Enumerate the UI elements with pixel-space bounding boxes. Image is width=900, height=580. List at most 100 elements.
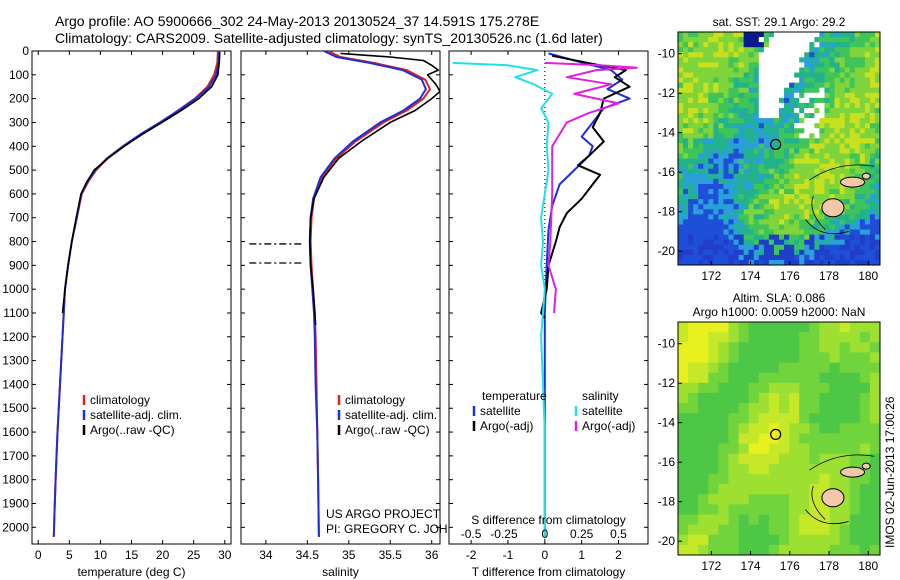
map-cell [869, 403, 880, 414]
map-cell [809, 382, 820, 394]
map-cell [758, 158, 765, 165]
map-cell [854, 133, 861, 139]
series-line-argo-raw-qc- [61, 52, 221, 314]
map-cell [758, 234, 765, 241]
map-cell [789, 113, 795, 119]
map-cell [718, 194, 725, 200]
map-cell [809, 77, 815, 84]
map-cell [773, 259, 780, 265]
map-cell [864, 87, 871, 94]
map-cell [708, 239, 714, 246]
map-cell [859, 433, 871, 445]
map-cell [824, 168, 831, 175]
map-cell [809, 423, 820, 435]
map-cell [864, 97, 871, 104]
map-cell [753, 42, 760, 48]
map-cell [869, 189, 876, 195]
map-cell [859, 443, 871, 455]
map-cell [748, 57, 755, 63]
map-cell [713, 133, 719, 139]
map-cell [713, 37, 719, 43]
map-cell [849, 67, 856, 74]
map-cell [869, 219, 876, 226]
map-cell [874, 239, 880, 246]
map-cell [768, 249, 775, 256]
map-cell [799, 403, 810, 414]
map-cell [743, 72, 750, 79]
map-cell [768, 87, 775, 94]
map-cell [824, 229, 831, 236]
map-cell [779, 484, 790, 495]
map-cell [824, 234, 831, 241]
map-cell [723, 148, 730, 155]
map-cell [784, 204, 790, 210]
map-cell [738, 392, 750, 404]
map-cell [854, 148, 861, 155]
map-cell [804, 178, 810, 185]
map-cell [859, 62, 866, 69]
map-cell [829, 143, 836, 150]
map-cell [784, 72, 790, 79]
map-cell [869, 494, 880, 505]
map-cell [753, 37, 760, 43]
map-cell [713, 178, 719, 185]
map-cell [849, 494, 861, 505]
map-cell [678, 504, 689, 516]
map-cell [718, 158, 725, 165]
legend-entry-label: satellite-adj. clim. [345, 408, 437, 422]
map-cell [728, 67, 735, 74]
map-cell [839, 524, 851, 536]
map-cell [723, 123, 730, 129]
map-cell [804, 128, 810, 134]
map-cell [688, 143, 694, 150]
map-cell [753, 102, 760, 109]
map-cell [859, 249, 866, 256]
map-cell [779, 322, 790, 333]
map-cell [733, 158, 740, 165]
map-cell [773, 133, 780, 139]
map-cell [718, 534, 730, 546]
map-cell [748, 107, 755, 114]
map-cell [784, 239, 790, 246]
map-cell [743, 194, 750, 200]
map-cell [688, 163, 694, 170]
map-cell [728, 148, 735, 155]
map-cell [693, 97, 699, 104]
map-cell [844, 199, 851, 205]
map-cell [784, 168, 790, 175]
map-cell [849, 372, 861, 384]
map-cell [844, 97, 851, 104]
map-cell [753, 183, 760, 190]
map-cell [768, 118, 775, 124]
map-cell [789, 224, 795, 231]
y-tick-label: 2000 [2, 520, 29, 534]
map-cell [728, 524, 740, 536]
map-cell [713, 47, 719, 53]
map-cell [758, 413, 770, 424]
map-cell [789, 372, 800, 384]
map-cell [758, 92, 765, 99]
map-cell [698, 77, 704, 84]
sla-map-title-line1: Altim. SLA: 0.086 [733, 291, 826, 305]
map-cell [849, 239, 856, 246]
map-cell [733, 244, 740, 251]
map-cell [829, 189, 836, 195]
map-cell [789, 138, 795, 145]
map-cell [758, 138, 765, 145]
map-cell [763, 194, 770, 200]
map-cell [683, 249, 689, 256]
map-cell [718, 52, 725, 58]
map-cell [784, 82, 790, 89]
map-cell [728, 403, 740, 414]
map-cell [678, 259, 684, 265]
map-cell [809, 143, 815, 150]
map-cell [804, 229, 810, 236]
map-cell [789, 234, 795, 241]
map-cell [698, 128, 704, 134]
map-cell [824, 158, 831, 165]
map-cell [814, 259, 820, 265]
map-cell [839, 32, 846, 38]
map-cell [869, 372, 880, 384]
map-cell [804, 113, 810, 119]
map-cell [748, 219, 755, 226]
